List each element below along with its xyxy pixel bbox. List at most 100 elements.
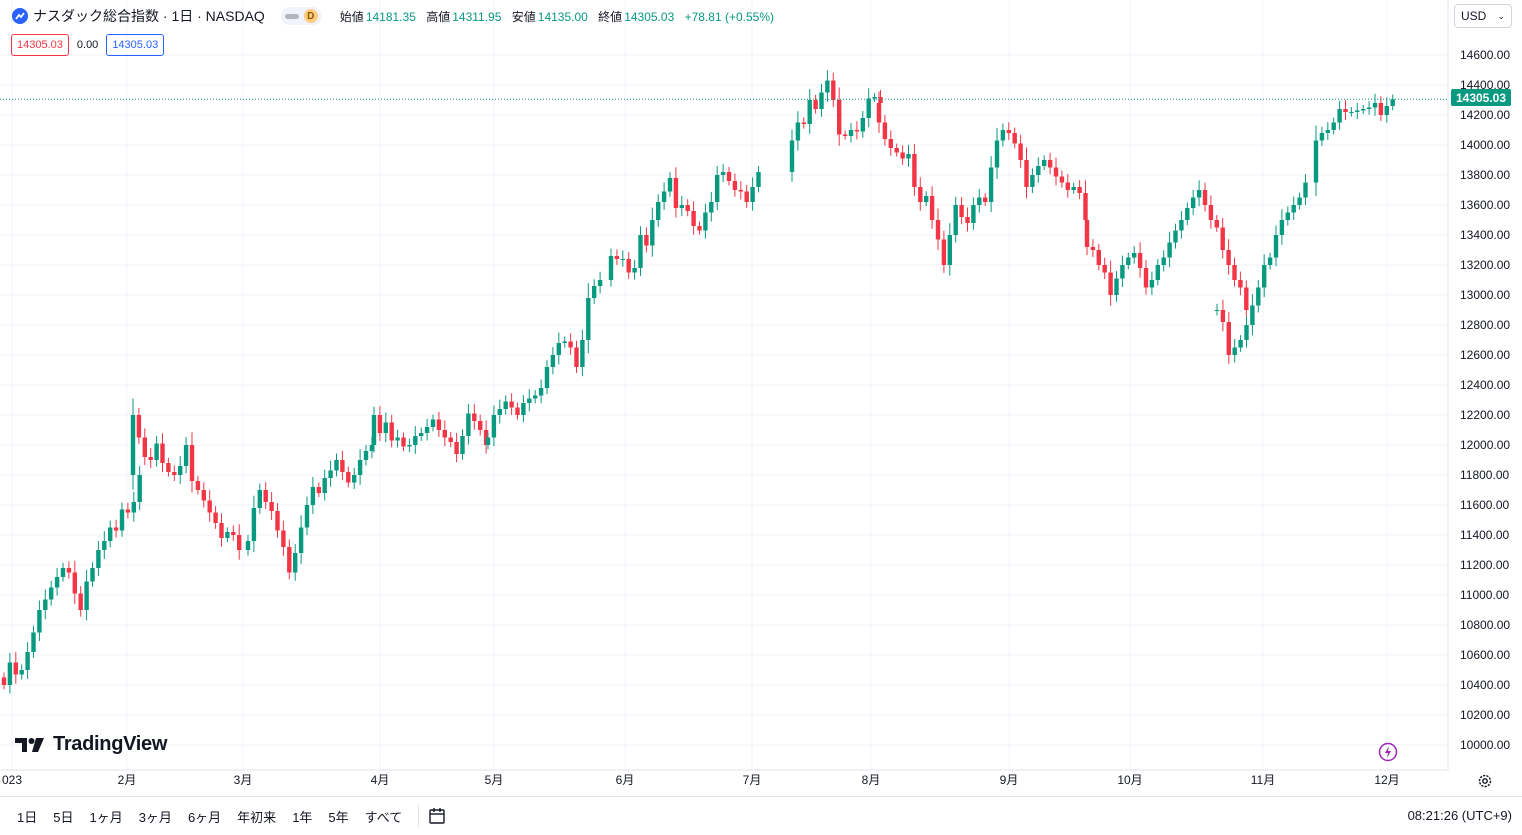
toggle-dot-icon[interactable] — [284, 13, 299, 19]
currency-select[interactable]: USD ⌄ — [1454, 4, 1512, 28]
tradingview-logo[interactable]: TradingView — [15, 733, 167, 756]
candle-body — [882, 122, 888, 139]
candle-body — [237, 535, 242, 550]
candle-body — [37, 610, 42, 633]
candle-body — [60, 568, 66, 577]
candle-body — [544, 367, 550, 388]
candle-body — [894, 148, 899, 153]
candle-body — [538, 388, 544, 396]
candle-body — [848, 130, 854, 136]
candle-body — [983, 197, 988, 202]
price-tick-label: 11000.00 — [1460, 588, 1509, 602]
candle-body — [148, 457, 153, 460]
candle-body — [371, 415, 377, 445]
candle-body — [352, 475, 357, 483]
candle-body — [608, 256, 614, 280]
buy-price-badge[interactable]: 14305.03 — [106, 34, 165, 56]
candle-body — [1137, 253, 1143, 268]
candle-body — [1297, 197, 1302, 205]
candle-body — [685, 205, 690, 211]
candle-body — [626, 259, 631, 273]
clock-timezone[interactable]: 08:21:26 (UTC+9) — [1407, 808, 1512, 823]
candle-body — [1214, 310, 1220, 311]
timeframe-all[interactable]: すべて — [364, 809, 403, 825]
candle-body — [13, 662, 18, 675]
candle-body — [195, 481, 201, 490]
candle-body — [1214, 220, 1219, 228]
lightning-icon[interactable] — [1378, 742, 1398, 762]
candle-body — [7, 662, 13, 685]
price-tick-label: 14400.00 — [1460, 78, 1510, 92]
timeframe-5y[interactable]: 5年 — [328, 809, 349, 825]
candle-body — [497, 409, 502, 415]
candle-body — [592, 286, 597, 298]
candle-body — [225, 532, 230, 538]
time-scale[interactable]: 023 2月 3月 4月 5月 6月 7月 8月 9月 10月 11月 12月 — [2, 773, 1400, 787]
candle-body — [442, 430, 447, 438]
candle-body — [1173, 230, 1178, 243]
candle-body — [1355, 110, 1360, 112]
time-tick-label: 9月 — [1000, 773, 1019, 787]
candle-body — [1024, 160, 1029, 187]
candle-body — [436, 419, 442, 430]
candle-body — [994, 140, 1000, 168]
candle-body — [918, 187, 923, 202]
compare-range-icon[interactable] — [427, 806, 447, 826]
candle-body — [744, 191, 749, 202]
candle-body — [245, 541, 251, 550]
candle-body — [1108, 272, 1113, 295]
high-label: 高値 — [426, 9, 451, 24]
timeframe-1d[interactable]: 1日 — [17, 809, 38, 825]
candle-body — [369, 445, 375, 451]
symbol-title[interactable]: ナスダック総合指数 · 1日 · NASDAQ — [33, 8, 265, 24]
candle-body — [472, 413, 477, 421]
candle-body — [789, 140, 795, 172]
candle-body — [515, 407, 520, 415]
candle-body — [460, 436, 465, 454]
price-tick-label: 13200.00 — [1460, 258, 1510, 272]
candle-body — [924, 196, 929, 202]
timeframe-3m[interactable]: 3ヶ月 — [138, 809, 172, 825]
candle-body — [130, 415, 136, 475]
timeframe-1y[interactable]: 1年 — [292, 809, 313, 825]
candle-body — [1325, 130, 1330, 133]
gear-icon[interactable] — [1476, 772, 1494, 790]
candle-body — [413, 436, 418, 445]
brand-name: TradingView — [53, 733, 168, 755]
candle-body — [1250, 305, 1255, 325]
candle-body — [562, 341, 567, 343]
timeframe-5d[interactable]: 5日 — [53, 809, 74, 825]
candle-body — [509, 401, 514, 408]
candle-body — [872, 97, 877, 99]
candle-body — [201, 490, 206, 501]
candle-body — [738, 190, 743, 192]
timeframe-6m[interactable]: 6ヶ月 — [187, 809, 222, 825]
candle-body — [959, 205, 964, 217]
timeframe-1m[interactable]: 1ヶ月 — [89, 809, 123, 825]
candle-body — [860, 118, 865, 132]
tradingview-logo-icon — [15, 737, 44, 752]
price-tick-label: 11800.00 — [1460, 468, 1509, 482]
candle-body — [1208, 205, 1214, 220]
candle-body — [72, 572, 77, 594]
candle-body — [137, 475, 142, 502]
toggle-d[interactable]: D — [303, 9, 318, 23]
trade-badges: 14305.03 0.00 14305.03 — [11, 34, 165, 56]
sell-price-badge[interactable]: 14305.03 — [11, 34, 69, 56]
price-tick-label: 12200.00 — [1460, 408, 1510, 422]
candle-body — [49, 587, 54, 600]
close-value: 14305.03 — [624, 9, 675, 24]
candle-body — [454, 442, 459, 454]
candle-body — [25, 652, 30, 670]
price-tick-label: 12400.00 — [1460, 378, 1510, 392]
candle-body — [953, 205, 958, 235]
candle-body — [1267, 257, 1273, 265]
high-value: 14311.95 — [452, 9, 502, 24]
time-tick-label: 10月 — [1117, 773, 1142, 787]
price-scale[interactable]: 14600.00 14400.00 14200.00 14000.00 13800.00… — [1460, 48, 1510, 752]
timeframe-ytd[interactable]: 年初来 — [237, 809, 277, 825]
candle-body — [837, 100, 842, 135]
price-tick-label: 13600.00 — [1460, 198, 1510, 212]
visibility-toggles[interactable]: D — [280, 7, 322, 25]
